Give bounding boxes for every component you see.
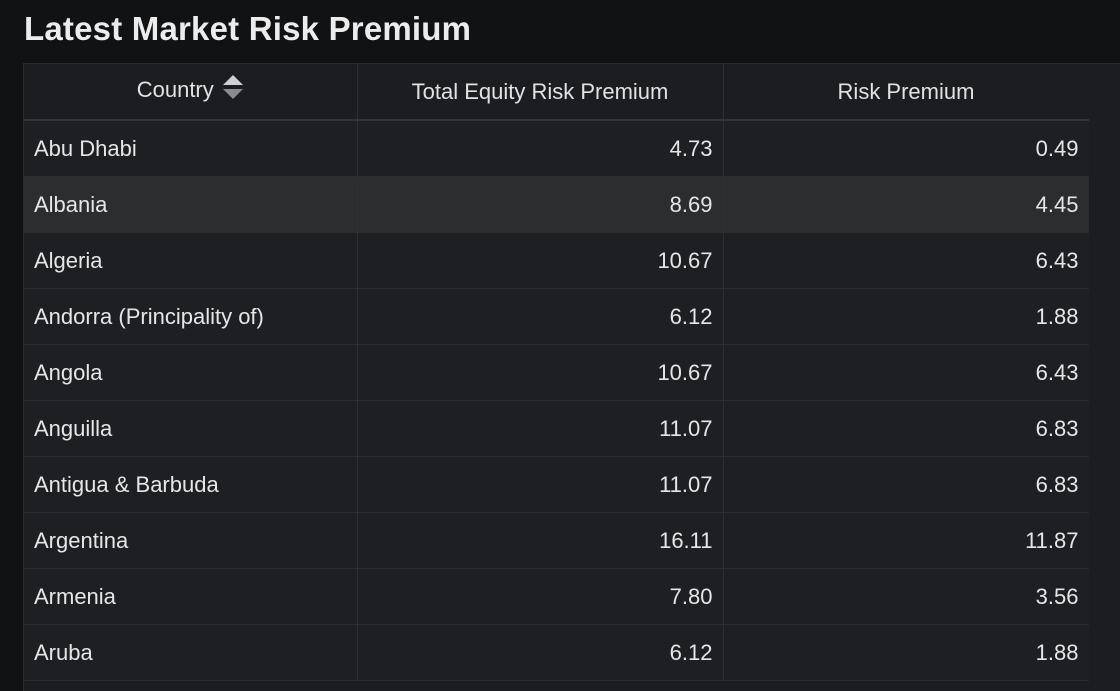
cell-country: Angola [24,344,358,401]
cell-risk-premium: 6.83 [723,400,1090,457]
table-row[interactable]: Armenia 7.80 3.56 [24,568,1090,625]
table-row[interactable]: Albania 8.69 4.45 [24,176,1090,233]
cell-total-equity-risk-premium: 6.12 [357,624,724,681]
cell-total-equity-risk-premium: 16.11 [357,512,724,569]
table-container[interactable]: Country Total Equity Risk Premium Risk P… [23,63,1120,691]
cell-total-equity-risk-premium: 10.67 [357,344,724,401]
cell-risk-premium: 1.88 [723,624,1090,681]
cell-country: Armenia [24,568,358,625]
risk-premium-table: Country Total Equity Risk Premium Risk P… [24,64,1090,681]
table-row[interactable]: Antigua & Barbuda 11.07 6.83 [24,456,1090,513]
panel-title: Latest Market Risk Premium [24,10,472,47]
cell-risk-premium: 4.45 [723,176,1090,233]
table-row[interactable]: Argentina 16.11 11.87 [24,512,1090,569]
column-header-total-equity-risk-premium[interactable]: Total Equity Risk Premium [357,64,724,121]
table-row[interactable]: Angola 10.67 6.43 [24,344,1090,401]
cell-country: Antigua & Barbuda [24,456,358,513]
cell-risk-premium: 1.88 [723,288,1090,345]
table-row[interactable]: Abu Dhabi 4.73 0.49 [24,120,1090,177]
sort-both-icon[interactable] [222,74,244,106]
cell-country: Aruba [24,624,358,681]
cell-total-equity-risk-premium: 6.12 [357,288,724,345]
cell-country: Anguilla [24,400,358,457]
cell-risk-premium: 11.87 [723,512,1090,569]
column-header-label: Country [136,77,214,103]
table-row[interactable]: Aruba 6.12 1.88 [24,624,1090,681]
cell-country: Argentina [24,512,358,569]
cell-total-equity-risk-premium: 4.73 [357,120,724,177]
cell-risk-premium: 6.43 [723,344,1090,401]
cell-total-equity-risk-premium: 11.07 [357,400,724,457]
table-header-row: Country Total Equity Risk Premium Risk P… [24,64,1090,121]
cell-risk-premium: 0.49 [723,120,1090,177]
column-header-label: Risk Premium [837,78,975,104]
table-row[interactable]: Andorra (Principality of) 6.12 1.88 [24,288,1090,345]
column-header-label: Total Equity Risk Premium [411,78,669,104]
cell-country: Andorra (Principality of) [24,288,358,345]
cell-risk-premium: 6.43 [723,232,1090,289]
cell-total-equity-risk-premium: 7.80 [357,568,724,625]
table-filler [1089,64,1120,690]
table-body: Abu Dhabi 4.73 0.49 Albania 8.69 4.45 Algeria 1… [24,120,1090,681]
panel-header: Latest Market Risk Premium [0,0,1120,62]
column-header-country[interactable]: Country [24,64,358,121]
cell-total-equity-risk-premium: 8.69 [357,176,724,233]
cell-risk-premium: 3.56 [723,568,1090,625]
table-row[interactable]: Algeria 10.67 6.43 [24,232,1090,289]
cell-country: Albania [24,176,358,233]
cell-total-equity-risk-premium: 11.07 [357,456,724,513]
cell-country: Abu Dhabi [24,120,358,177]
cell-total-equity-risk-premium: 10.67 [357,232,724,289]
cell-risk-premium: 6.83 [723,456,1090,513]
column-header-risk-premium[interactable]: Risk Premium [723,64,1090,121]
cell-country: Algeria [24,232,358,289]
table-row[interactable]: Anguilla 11.07 6.83 [24,400,1090,457]
